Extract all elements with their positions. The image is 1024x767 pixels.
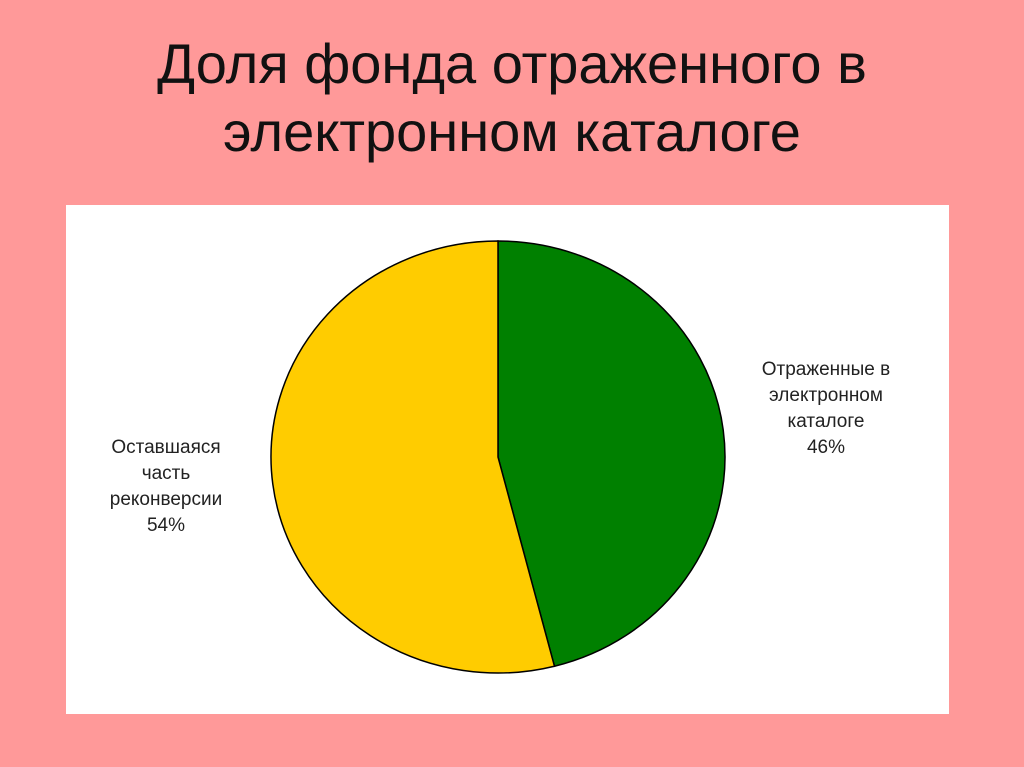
label-line: каталоге	[787, 411, 865, 432]
label-line: Оставшаяся	[111, 437, 221, 458]
chart-panel: Отраженные в электронном каталоге 46% Ос…	[66, 205, 949, 714]
label-percent: 54%	[146, 515, 186, 536]
pie-chart	[270, 240, 726, 674]
label-percent: 46%	[806, 437, 846, 458]
pie-slice-1	[270, 240, 556, 674]
label-remaining: Оставшаяся часть реконверсии 54%	[66, 435, 266, 539]
label-line: Отраженные в	[761, 359, 891, 380]
label-reflected: Отраженные в электронном каталоге 46%	[706, 357, 946, 461]
label-line: часть	[141, 463, 191, 484]
slide-title: Доля фонда отраженного в электронном кат…	[0, 30, 1024, 166]
label-line: реконверсии	[109, 489, 223, 510]
title-line-2: электронном каталоге	[223, 100, 801, 163]
label-line: электронном	[769, 385, 883, 406]
title-line-1: Доля фонда отраженного в	[157, 32, 867, 95]
pie-slice-0	[497, 240, 726, 668]
